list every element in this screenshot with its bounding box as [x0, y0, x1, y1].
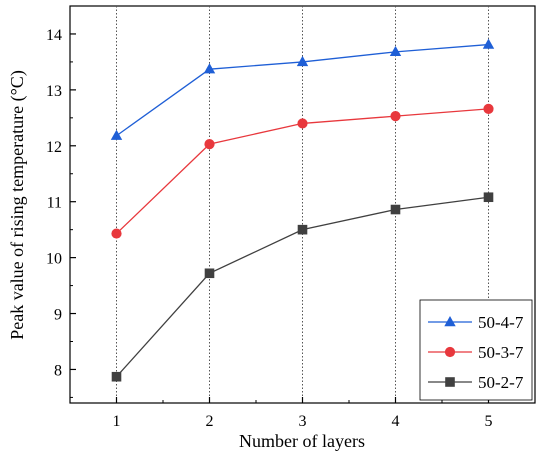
data-point	[482, 38, 495, 49]
x-axis-ticks: 1 2 3 4 5	[113, 397, 493, 430]
x-tick-label: 2	[206, 413, 214, 430]
y-tick-label: 13	[46, 83, 62, 100]
y-tick-label: 8	[54, 362, 62, 379]
x-axis-title: Number of layers	[239, 431, 365, 451]
data-point	[390, 111, 401, 122]
data-point	[111, 371, 122, 382]
data-point	[389, 45, 402, 57]
y-tick-label: 11	[47, 195, 62, 212]
legend-box	[419, 299, 533, 401]
y-tick-label: 12	[46, 139, 62, 156]
data-point	[204, 268, 215, 279]
x-tick-label: 3	[299, 413, 307, 430]
y-tick-label: 10	[46, 251, 62, 268]
data-point	[204, 139, 215, 150]
x-tick-label: 1	[113, 413, 121, 430]
y-axis-title: Peak value of rising temperature (°C)	[7, 70, 28, 340]
data-point	[111, 228, 122, 239]
legend: 50-4-7 50-3-7 50-2-7	[419, 299, 533, 401]
legend-label: 50-2-7	[478, 373, 524, 392]
data-point	[203, 63, 216, 74]
y-axis-ticks: 8 9 10 11 12 13 14	[46, 5, 76, 398]
data-point	[483, 192, 494, 203]
legend-marker	[444, 316, 456, 327]
data-point	[483, 103, 494, 114]
legend-label: 50-3-7	[478, 343, 524, 362]
data-point	[296, 55, 309, 67]
legend-marker	[444, 346, 456, 358]
y-tick-label: 14	[46, 27, 62, 44]
legend-label: 50-4-7	[478, 313, 524, 332]
x-tick-label: 4	[392, 413, 400, 430]
legend-marker	[445, 377, 455, 387]
x-tick-label: 5	[485, 413, 493, 430]
data-point	[297, 224, 308, 235]
series-group	[110, 38, 495, 382]
data-point	[110, 129, 123, 140]
data-point	[390, 204, 401, 215]
y-tick-label: 9	[54, 307, 62, 324]
data-point	[297, 118, 308, 129]
